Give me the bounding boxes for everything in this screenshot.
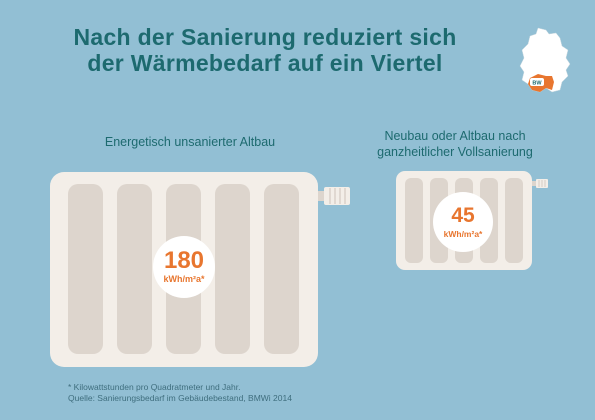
left-panel-label: Energetisch unsanierter Altbau: [104, 135, 276, 149]
footnote: * Kilowattstunden pro Quadratmeter und J…: [68, 382, 388, 404]
value-large: 180: [163, 247, 205, 274]
right-label-line-1: Neubau oder Altbau nach: [384, 129, 526, 143]
value-small: 45: [451, 204, 475, 227]
germany-map-icon: BW: [519, 27, 571, 93]
unit-small: kWh/m²a*: [443, 229, 483, 239]
title-line-1: Nach der Sanierung reduziert sich: [73, 24, 457, 50]
footnote-source: Quelle: Sanierungsbedarf im Gebäudebesta…: [68, 393, 292, 403]
right-panel-label: Neubau oder Altbau nach ganzheitlicher V…: [360, 128, 550, 160]
footnote-line-1: * Kilowattstunden pro Quadratmeter und J…: [68, 382, 241, 392]
right-label-line-2: ganzheitlicher Vollsanierung: [377, 145, 533, 159]
title-line-2: der Wärmebedarf auf ein Viertel: [87, 50, 443, 76]
unit-large: kWh/m²a*: [163, 274, 205, 284]
page-title: Nach der Sanierung reduziert sich der Wä…: [60, 24, 470, 76]
value-badge-small: 45 kWh/m²a*: [433, 192, 493, 252]
value-badge-large: 180 kWh/m²a*: [153, 236, 215, 298]
map-badge: BW: [532, 81, 542, 87]
